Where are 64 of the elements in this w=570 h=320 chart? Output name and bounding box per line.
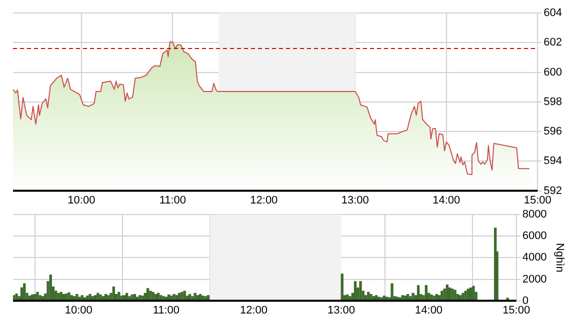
bar [446, 284, 449, 301]
y-axis-title: Nghìn [553, 243, 566, 272]
bar [464, 290, 467, 301]
y-tick-label: 596 [544, 126, 562, 138]
bar [472, 286, 475, 301]
bar [183, 290, 186, 301]
y-tick-label: 8000 [522, 208, 547, 221]
bar [152, 292, 154, 301]
bar [506, 298, 509, 301]
bar [359, 281, 362, 301]
bar [340, 274, 344, 301]
bar [354, 281, 357, 301]
bar [146, 288, 150, 301]
bar [370, 294, 372, 301]
bar [49, 274, 52, 301]
y-tick-label: 6000 [522, 230, 547, 242]
bar [172, 294, 176, 301]
bar [380, 297, 383, 301]
bar [57, 292, 60, 301]
x-tick-label: 12:00 [240, 304, 268, 316]
x-tick-label: 14:00 [415, 304, 443, 316]
bar [443, 288, 446, 301]
bar [120, 296, 123, 301]
bar [162, 296, 165, 301]
bar [23, 283, 26, 301]
y-tick-label: 0 [522, 294, 528, 307]
y-tick-label: 594 [544, 155, 562, 168]
bar [401, 295, 404, 301]
bar [412, 292, 414, 301]
x-tick-label: 11:00 [152, 304, 180, 316]
bar [141, 296, 144, 301]
bar [99, 294, 102, 301]
x-tick-label: 10:00 [68, 194, 96, 206]
bar [68, 292, 70, 301]
bar [416, 285, 420, 301]
x-tick-label: 13:00 [327, 304, 356, 316]
bar [36, 292, 39, 301]
x-tick-label: 13:00 [341, 194, 369, 206]
bar [88, 294, 92, 301]
x-tick-label: 12:00 [250, 194, 278, 206]
y-tick-label: 604 [544, 7, 562, 20]
bar [204, 296, 207, 301]
x-tick-label: 15:00 [502, 304, 530, 316]
x-tick-label: 10:00 [64, 304, 92, 316]
bar [15, 293, 18, 301]
y-tick-label: 598 [544, 96, 562, 108]
bar [432, 296, 436, 301]
bar [454, 290, 456, 301]
bar [348, 296, 352, 301]
x-tick-label: 15:00 [524, 194, 552, 206]
x-tick-label: 14:00 [432, 194, 460, 206]
y-tick-label: 4000 [522, 252, 547, 264]
bar [390, 283, 394, 301]
bar [451, 288, 454, 301]
y-tick-label: 602 [544, 36, 562, 49]
bar [78, 296, 81, 301]
bar [130, 294, 134, 301]
y-tick-label: 2000 [522, 273, 547, 286]
bar [424, 285, 428, 301]
bar [466, 288, 470, 301]
y-tick-label: 592 [544, 184, 562, 197]
x-tick-label: 11:00 [159, 194, 186, 206]
y-tick-label: 600 [544, 66, 562, 78]
bar [194, 292, 196, 301]
